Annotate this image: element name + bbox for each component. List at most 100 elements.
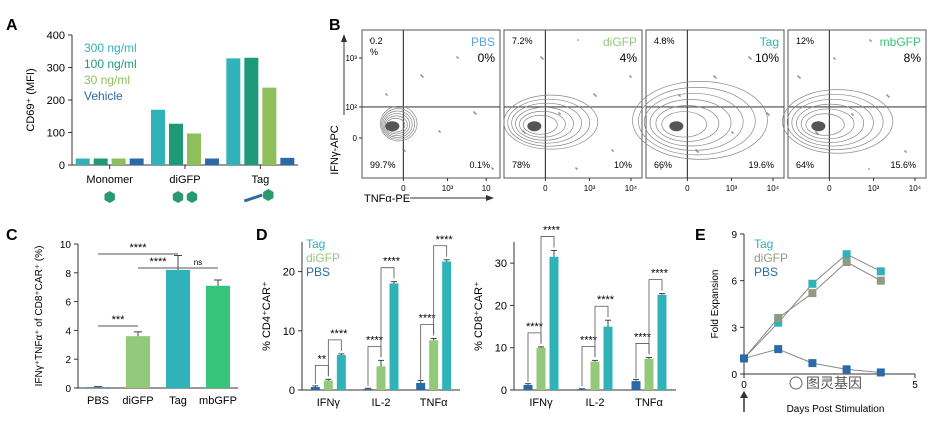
legend-label: Vehicle	[84, 89, 123, 103]
x-axis-arrowhead	[486, 195, 494, 201]
monomer-icon	[263, 189, 274, 201]
significance-label: ns	[194, 258, 202, 267]
quadrant-lr-value: 15.6%	[890, 160, 916, 170]
y-tick-label: 6	[65, 298, 71, 309]
y-tick-label: 100	[47, 128, 65, 140]
density-core	[385, 121, 400, 132]
panel-letter-e: E	[695, 227, 706, 244]
event-dot	[542, 58, 544, 60]
x-tick-label: TNFα	[635, 397, 663, 409]
y-axis-label: % CD8⁺CAR⁺	[473, 281, 485, 351]
density-contour	[649, 99, 732, 147]
density-contour	[522, 114, 558, 135]
density-core	[669, 121, 684, 132]
bar	[75, 158, 90, 165]
event-dot	[660, 168, 662, 170]
plot-main-percent: 10%	[755, 51, 779, 65]
event-dot	[402, 148, 404, 150]
y-tick-label: 0	[731, 370, 737, 381]
data-point	[808, 279, 817, 288]
event-dot	[749, 57, 751, 59]
event-dot	[541, 57, 543, 59]
quadrant-ll-value: 78%	[512, 160, 530, 170]
x-tick-label: 10⁴	[625, 184, 638, 193]
event-dot	[558, 112, 560, 114]
bar	[86, 387, 110, 388]
event-dot	[522, 130, 524, 132]
significance-label: ****	[366, 334, 384, 346]
legend-label: 30 ng/ml	[84, 73, 130, 87]
flow-plot-frame	[787, 29, 927, 179]
legend-label: PBS	[754, 265, 778, 279]
y-tick-label: 20	[283, 267, 295, 279]
x-tick-label: PBS	[87, 395, 109, 407]
bar	[126, 336, 150, 388]
event-dot	[767, 113, 769, 115]
bar	[166, 269, 190, 388]
flow-plot-frame	[361, 29, 501, 179]
y-tick-label: 0	[289, 385, 295, 397]
flow-plot-frame	[503, 29, 643, 179]
x-tick-label: 0	[543, 184, 548, 193]
y-axis-arrowhead	[341, 34, 347, 42]
y-tick-label: 10	[283, 326, 295, 338]
density-contour	[661, 111, 708, 138]
density-contour	[515, 106, 574, 141]
y-tick-label: 8	[65, 269, 71, 280]
event-dot	[815, 131, 817, 133]
density-contour	[782, 89, 894, 154]
significance-label: ****	[436, 234, 454, 246]
quadrant-ul-value: 7.2%	[512, 36, 533, 46]
event-dot	[870, 40, 872, 42]
bar	[310, 387, 320, 390]
event-dot	[799, 77, 801, 79]
x-tick-label: 10⁴	[767, 184, 780, 193]
significance-label: ***	[112, 314, 126, 326]
bar	[187, 133, 201, 165]
data-point	[876, 267, 885, 276]
plot-main-percent: 0%	[478, 51, 496, 65]
x-tick-label: 10³	[442, 184, 454, 193]
data-point	[842, 258, 851, 266]
x-tick-label: TNFα	[420, 397, 448, 409]
density-contour	[796, 103, 865, 143]
density-contour	[800, 108, 855, 140]
panel-a-bar-chart: 0 100 200 300 400 CD69⁺ (MFI) Monomer diGFP Tag 3…	[25, 30, 298, 203]
y-tick-label: 10³	[345, 54, 357, 63]
event-dot	[798, 76, 800, 78]
panel-letter-b: B	[329, 17, 341, 34]
significance-label: **	[318, 353, 327, 365]
data-point	[876, 368, 885, 377]
data-point	[740, 354, 748, 363]
data-point	[842, 250, 851, 259]
bar	[111, 158, 126, 165]
x-tick-label: mbGFP	[199, 395, 237, 407]
x-axis-label: TNFα-PE	[364, 193, 410, 205]
event-dot	[695, 149, 697, 151]
y-tick-label: 10²	[345, 103, 357, 112]
event-dot	[697, 151, 699, 153]
y-tick-label: 2	[65, 355, 71, 366]
x-tick-label: 10	[482, 184, 491, 193]
y-tick-label: 0	[353, 134, 358, 143]
quadrant-lr-value: 19.6%	[748, 160, 774, 170]
quadrant-ul-value: %	[370, 47, 378, 57]
panel-e-line-chart: 0 3 6 9 0 5 Fold Expansion Days Post Stimulatio…	[710, 230, 918, 415]
bar	[416, 382, 426, 390]
y-tick-label: 10	[495, 343, 507, 355]
event-dot	[834, 58, 836, 60]
event-dot	[905, 151, 907, 153]
quadrant-ul-value: 4.8%	[654, 36, 675, 46]
plot-main-percent: 8%	[904, 51, 922, 65]
panel-letter-d: D	[256, 227, 268, 244]
quadrant-lr-value: 10%	[614, 160, 632, 170]
x-tick-label: IFNγ	[317, 397, 341, 409]
event-dot	[732, 132, 734, 134]
panel-letter-c: C	[6, 227, 18, 244]
quadrant-lr-value: 0.1%	[469, 160, 490, 170]
panel-d-cd8-chart: 0 10 20 30 % CD8⁺CAR⁺ **** **** IFNγ **** **** IL-…	[473, 224, 676, 409]
significance-label: ****	[330, 328, 348, 340]
density-core	[811, 121, 826, 132]
event-dot	[750, 58, 752, 60]
event-dot	[473, 111, 475, 113]
